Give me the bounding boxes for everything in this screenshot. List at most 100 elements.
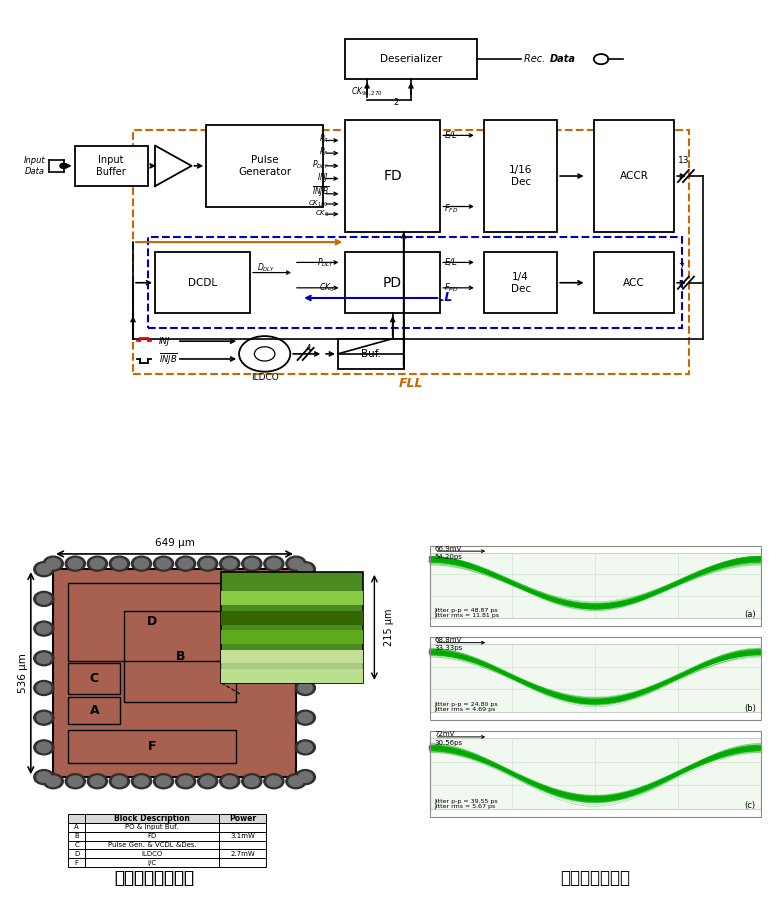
Bar [484,252,557,313]
Text: Deserializer: Deserializer [380,55,442,64]
Circle shape [90,558,104,569]
Text: $P_{DLY}$: $P_{DLY}$ [312,158,329,171]
Bar [68,849,85,858]
Bar [68,663,121,694]
Text: PO & Input Buf.: PO & Input Buf. [125,824,179,831]
Circle shape [37,772,51,783]
Text: C: C [74,842,79,848]
Circle shape [298,624,313,634]
Text: Jitter p-p = 39.55 ps: Jitter p-p = 39.55 ps [435,799,498,804]
Circle shape [37,564,51,575]
Text: Pulse
Generator: Pulse Generator [238,155,291,176]
Circle shape [65,556,86,571]
Circle shape [267,776,281,786]
Circle shape [110,773,129,789]
Text: A: A [74,824,79,831]
Circle shape [286,556,306,571]
Text: 54.20ps: 54.20ps [435,554,462,560]
Circle shape [131,773,152,789]
Text: DCDL: DCDL [188,278,217,287]
Text: I/C: I/C [148,859,156,866]
Text: $\overline{INJB}$: $\overline{INJB}$ [312,185,329,200]
Bar [345,252,440,313]
Circle shape [289,776,303,786]
Text: F: F [148,740,156,753]
Text: D: D [147,615,157,628]
Text: B: B [74,833,79,839]
Text: $F_{PD}$: $F_{PD}$ [444,282,458,294]
Text: ACC: ACC [623,278,645,287]
Text: 2: 2 [394,98,399,107]
Circle shape [90,776,104,786]
Bar [68,841,85,849]
Text: 13: 13 [678,156,689,165]
Circle shape [153,773,173,789]
Text: Input
Data: Input Data [23,156,45,176]
Bar [219,841,266,849]
Text: INJ: INJ [159,336,170,346]
Bar [221,630,363,644]
Circle shape [223,776,237,786]
Text: Pulse Gen. & VCDL &Des.: Pulse Gen. & VCDL &Des. [108,842,197,848]
Text: $F_{FD}$: $F_{FD}$ [444,202,458,215]
Text: 33.33ps: 33.33ps [435,645,463,651]
Bar [429,644,761,711]
Text: 30.56ps: 30.56ps [435,739,463,746]
Bar [484,120,557,232]
Bar [221,591,363,605]
Circle shape [87,773,107,789]
Circle shape [60,164,67,168]
Bar [133,130,689,374]
Circle shape [176,556,196,571]
Text: FD: FD [384,169,402,183]
Text: 1/16
Dec: 1/16 Dec [509,165,532,187]
Circle shape [43,556,63,571]
Text: (b): (b) [744,704,755,713]
Bar [594,120,675,232]
Text: FD: FD [148,833,157,839]
Bar [594,252,675,313]
Text: 66.9mV: 66.9mV [435,545,462,552]
Bar [429,638,761,721]
Text: Jitter p-p = 24.80 ps: Jitter p-p = 24.80 ps [435,702,498,707]
Circle shape [112,776,127,786]
Text: ILDCO: ILDCO [142,851,163,857]
Text: $CK_{180}$: $CK_{180}$ [308,199,329,209]
Circle shape [135,776,149,786]
Circle shape [33,591,54,606]
Text: $P_{DLY}$: $P_{DLY}$ [317,256,334,269]
Bar [221,669,363,683]
Circle shape [295,770,315,784]
Bar [219,814,266,822]
Circle shape [37,742,51,753]
Circle shape [242,556,262,571]
Bar [221,611,363,625]
Text: 215 μm: 215 μm [384,609,394,646]
Bar [68,814,85,822]
Text: F: F [75,859,79,866]
Circle shape [37,712,51,723]
Bar [345,39,477,79]
Circle shape [43,773,63,789]
Text: $CK_0$: $CK_0$ [315,209,329,219]
Circle shape [298,772,313,783]
Circle shape [176,773,196,789]
Bar [68,832,85,841]
Text: Rec.: Rec. [524,55,548,64]
Bar [221,572,363,683]
Text: Block Description: Block Description [114,814,190,823]
Circle shape [33,770,54,784]
Bar [68,858,85,867]
Circle shape [219,773,240,789]
Circle shape [156,558,170,569]
Circle shape [33,711,54,725]
Circle shape [87,556,107,571]
Circle shape [178,558,193,569]
Circle shape [153,556,173,571]
Bar [68,730,237,763]
Circle shape [46,558,61,569]
Text: $INJ$: $INJ$ [317,171,329,184]
Text: 2.7mW: 2.7mW [230,851,255,857]
Circle shape [245,558,259,569]
Text: (c): (c) [745,801,755,810]
